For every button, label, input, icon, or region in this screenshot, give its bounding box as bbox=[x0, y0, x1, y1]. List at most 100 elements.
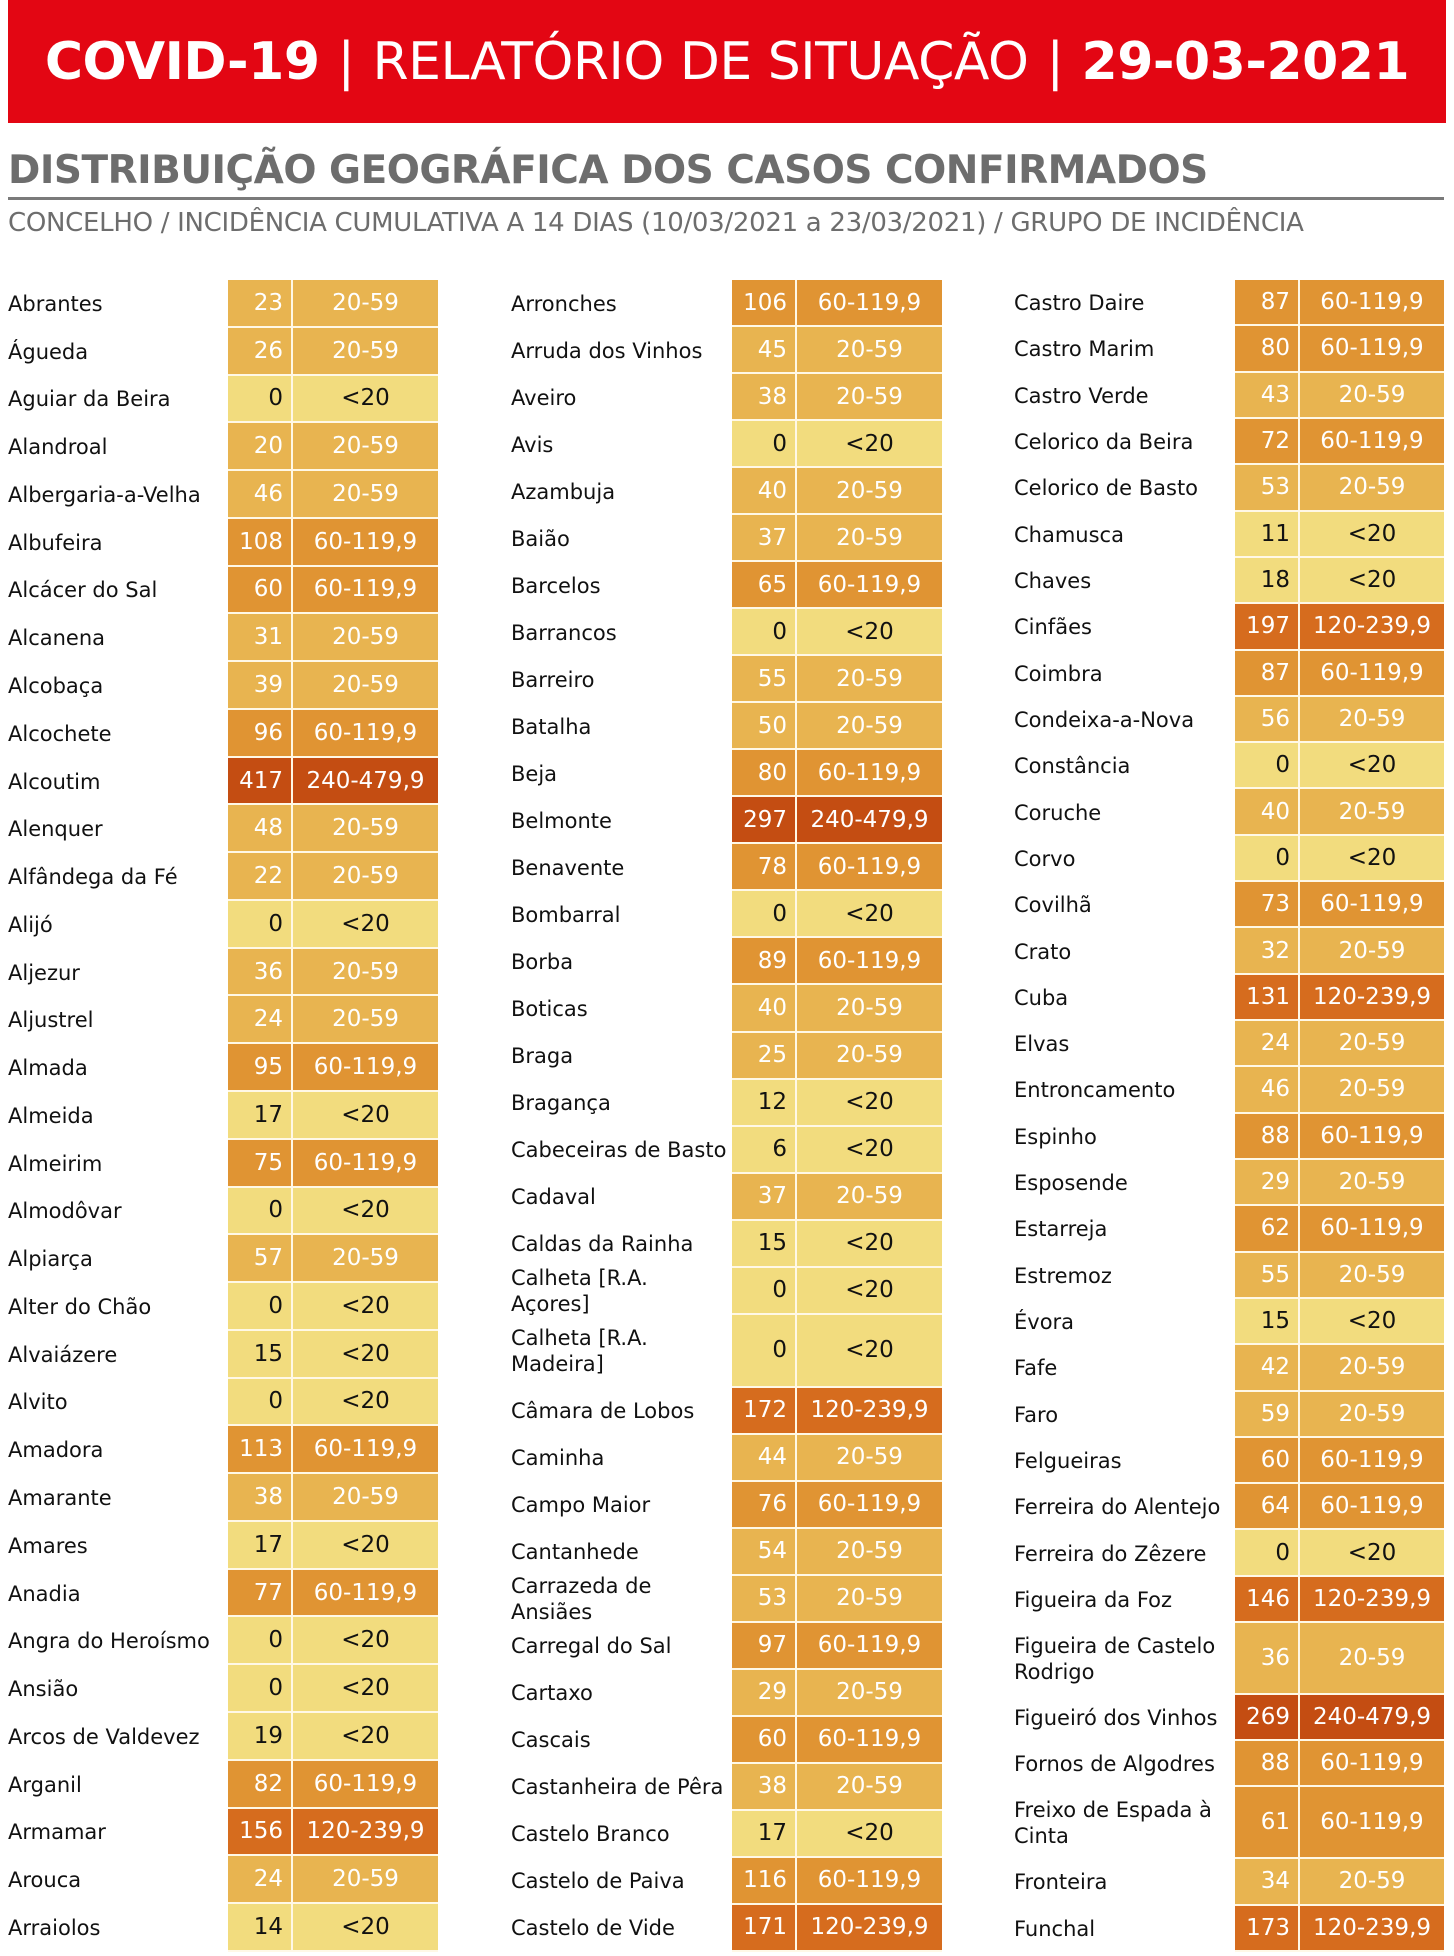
table-row: Braga 25 20-59 bbox=[511, 1032, 942, 1080]
incidence-group: 20-59 bbox=[797, 1173, 942, 1221]
incidence-value: 0 bbox=[228, 1665, 293, 1713]
table-row: Amares 17 <20 bbox=[8, 1521, 438, 1570]
incidence-group: 60-119,9 bbox=[1300, 650, 1444, 697]
municipality-name: Angra do Heroísmo bbox=[8, 1629, 210, 1654]
table-row: Estarreja 62 60-119,9 bbox=[1014, 1206, 1444, 1253]
table-row: Corvo 0 <20 bbox=[1014, 835, 1444, 883]
table-row: Barreiro 55 20-59 bbox=[511, 656, 942, 704]
table-row: Castro Verde 43 20-59 bbox=[1014, 372, 1444, 419]
report-header-banner: COVID-19 | RELATÓRIO DE SITUAÇÃO | 29-03… bbox=[8, 0, 1446, 123]
incidence-group: 20-59 bbox=[797, 703, 942, 751]
table-row: Figueiró dos Vinhos 269 240-479,9 bbox=[1014, 1694, 1444, 1742]
municipality-name: Barreiro bbox=[511, 667, 595, 692]
municipality-name: Cantanhede bbox=[511, 1540, 639, 1565]
incidence-group: <20 bbox=[1300, 557, 1444, 605]
incidence-value: 6 bbox=[732, 1126, 797, 1174]
municipality-name: Castelo Branco bbox=[511, 1822, 670, 1847]
incidence-value: 38 bbox=[228, 1474, 293, 1522]
incidence-group: 60-119,9 bbox=[293, 1426, 438, 1475]
incidence-group: 60-119,9 bbox=[1300, 280, 1444, 327]
table-row: Amarante 38 20-59 bbox=[8, 1474, 438, 1522]
municipality-name: Batalha bbox=[511, 714, 592, 739]
table-row: Almada 95 60-119,9 bbox=[8, 1044, 438, 1093]
incidence-group: 120-239,9 bbox=[1300, 1905, 1444, 1952]
municipality-name: Alter do Chão bbox=[8, 1294, 152, 1319]
incidence-group: 20-59 bbox=[797, 468, 942, 516]
municipality-name: Almeirim bbox=[8, 1151, 103, 1176]
municipality-name: Coimbra bbox=[1014, 661, 1103, 686]
municipality-name: Campo Maior bbox=[511, 1493, 651, 1518]
table-row: Aljustrel 24 20-59 bbox=[8, 996, 438, 1045]
table-row: Cartaxo 29 20-59 bbox=[511, 1669, 942, 1717]
incidence-value: 0 bbox=[228, 1617, 293, 1666]
table-row: Arganil 82 60-119,9 bbox=[8, 1760, 438, 1809]
municipality-name: Aguiar da Beira bbox=[8, 387, 171, 412]
table-row: Évora 15 <20 bbox=[1014, 1298, 1444, 1346]
incidence-group: 20-59 bbox=[293, 1856, 438, 1905]
table-row: Cantanhede 54 20-59 bbox=[511, 1528, 942, 1576]
municipality-name: Estremoz bbox=[1014, 1263, 1112, 1288]
incidence-value: 82 bbox=[228, 1760, 293, 1809]
municipality-name: Arcos de Valdevez bbox=[8, 1724, 200, 1749]
incidence-value: 40 bbox=[732, 985, 797, 1033]
municipality-name: Estarreja bbox=[1014, 1217, 1108, 1242]
incidence-group: 60-119,9 bbox=[293, 709, 438, 758]
incidence-value: 53 bbox=[732, 1575, 797, 1623]
incidence-group: <20 bbox=[293, 1378, 438, 1427]
municipality-name: Condeixa-a-Nova bbox=[1014, 707, 1195, 732]
incidence-group: 60-119,9 bbox=[797, 1857, 942, 1905]
table-row: Fornos de Algodres 88 60-119,9 bbox=[1014, 1741, 1444, 1788]
table-row: Castro Marim 80 60-119,9 bbox=[1014, 326, 1444, 373]
table-row: Estremoz 55 20-59 bbox=[1014, 1252, 1444, 1299]
incidence-value: 0 bbox=[228, 900, 293, 949]
incidence-value: 17 bbox=[228, 1092, 293, 1140]
incidence-group: 20-59 bbox=[293, 948, 438, 997]
table-row: Figueira de Castelo Rodrigo 36 20-59 bbox=[1014, 1623, 1444, 1695]
header-separator: | bbox=[1046, 31, 1064, 92]
table-row: Alcácer do Sal 60 60-119,9 bbox=[8, 566, 438, 615]
municipality-name: Cuba bbox=[1014, 985, 1069, 1010]
table-row: Alfândega da Fé 22 20-59 bbox=[8, 853, 438, 901]
municipality-name: Abrantes bbox=[8, 291, 103, 316]
incidence-value: 20 bbox=[228, 423, 293, 472]
municipality-name: Castro Marim bbox=[1014, 337, 1155, 362]
incidence-group: <20 bbox=[293, 1330, 438, 1379]
incidence-group: 120-239,9 bbox=[1300, 604, 1444, 651]
municipality-name: Alcoutim bbox=[8, 769, 101, 794]
municipality-name: Castanheira de Pêra bbox=[511, 1775, 724, 1800]
incidence-value: 65 bbox=[732, 562, 797, 610]
incidence-value: 0 bbox=[732, 891, 797, 939]
incidence-value: 56 bbox=[1235, 696, 1300, 744]
incidence-group: <20 bbox=[797, 1079, 942, 1127]
table-row: Amadora 113 60-119,9 bbox=[8, 1426, 438, 1475]
table-row: Batalha 50 20-59 bbox=[511, 703, 942, 751]
incidence-value: 62 bbox=[1235, 1206, 1300, 1253]
table-row: Cuba 131 120-239,9 bbox=[1014, 974, 1444, 1021]
municipality-name: Bragança bbox=[511, 1091, 611, 1116]
table-row: Baião 37 20-59 bbox=[511, 515, 942, 563]
section-subtitle: CONCELHO / INCIDÊNCIA CUMULATIVA A 14 DI… bbox=[8, 208, 1304, 238]
table-row: Alcochete 96 60-119,9 bbox=[8, 709, 438, 758]
incidence-value: 80 bbox=[732, 750, 797, 798]
municipality-name: Chaves bbox=[1014, 569, 1092, 594]
incidence-group: 20-59 bbox=[797, 1434, 942, 1482]
table-row: Alcobaça 39 20-59 bbox=[8, 662, 438, 710]
municipality-name: Benavente bbox=[511, 855, 625, 880]
incidence-group: <20 bbox=[797, 1220, 942, 1268]
incidence-value: 17 bbox=[732, 1810, 797, 1858]
table-row: Alcanena 31 20-59 bbox=[8, 614, 438, 663]
municipality-name: Ferreira do Alentejo bbox=[1014, 1495, 1221, 1520]
table-row: Ansião 0 <20 bbox=[8, 1665, 438, 1713]
incidence-group: 20-59 bbox=[1300, 1159, 1444, 1207]
table-row: Alvito 0 <20 bbox=[8, 1378, 438, 1427]
incidence-value: 0 bbox=[732, 609, 797, 657]
table-row: Fafe 42 20-59 bbox=[1014, 1345, 1444, 1392]
municipality-name: Ansião bbox=[8, 1677, 79, 1702]
incidence-group: 60-119,9 bbox=[797, 562, 942, 610]
table-row: Castro Daire 87 60-119,9 bbox=[1014, 280, 1444, 327]
incidence-group: <20 bbox=[293, 1092, 438, 1140]
table-row: Cabeceiras de Basto 6 <20 bbox=[511, 1126, 942, 1174]
municipality-name: Braga bbox=[511, 1044, 574, 1069]
incidence-group: 60-119,9 bbox=[1300, 1484, 1444, 1531]
municipality-name: Caldas da Rainha bbox=[511, 1232, 694, 1257]
